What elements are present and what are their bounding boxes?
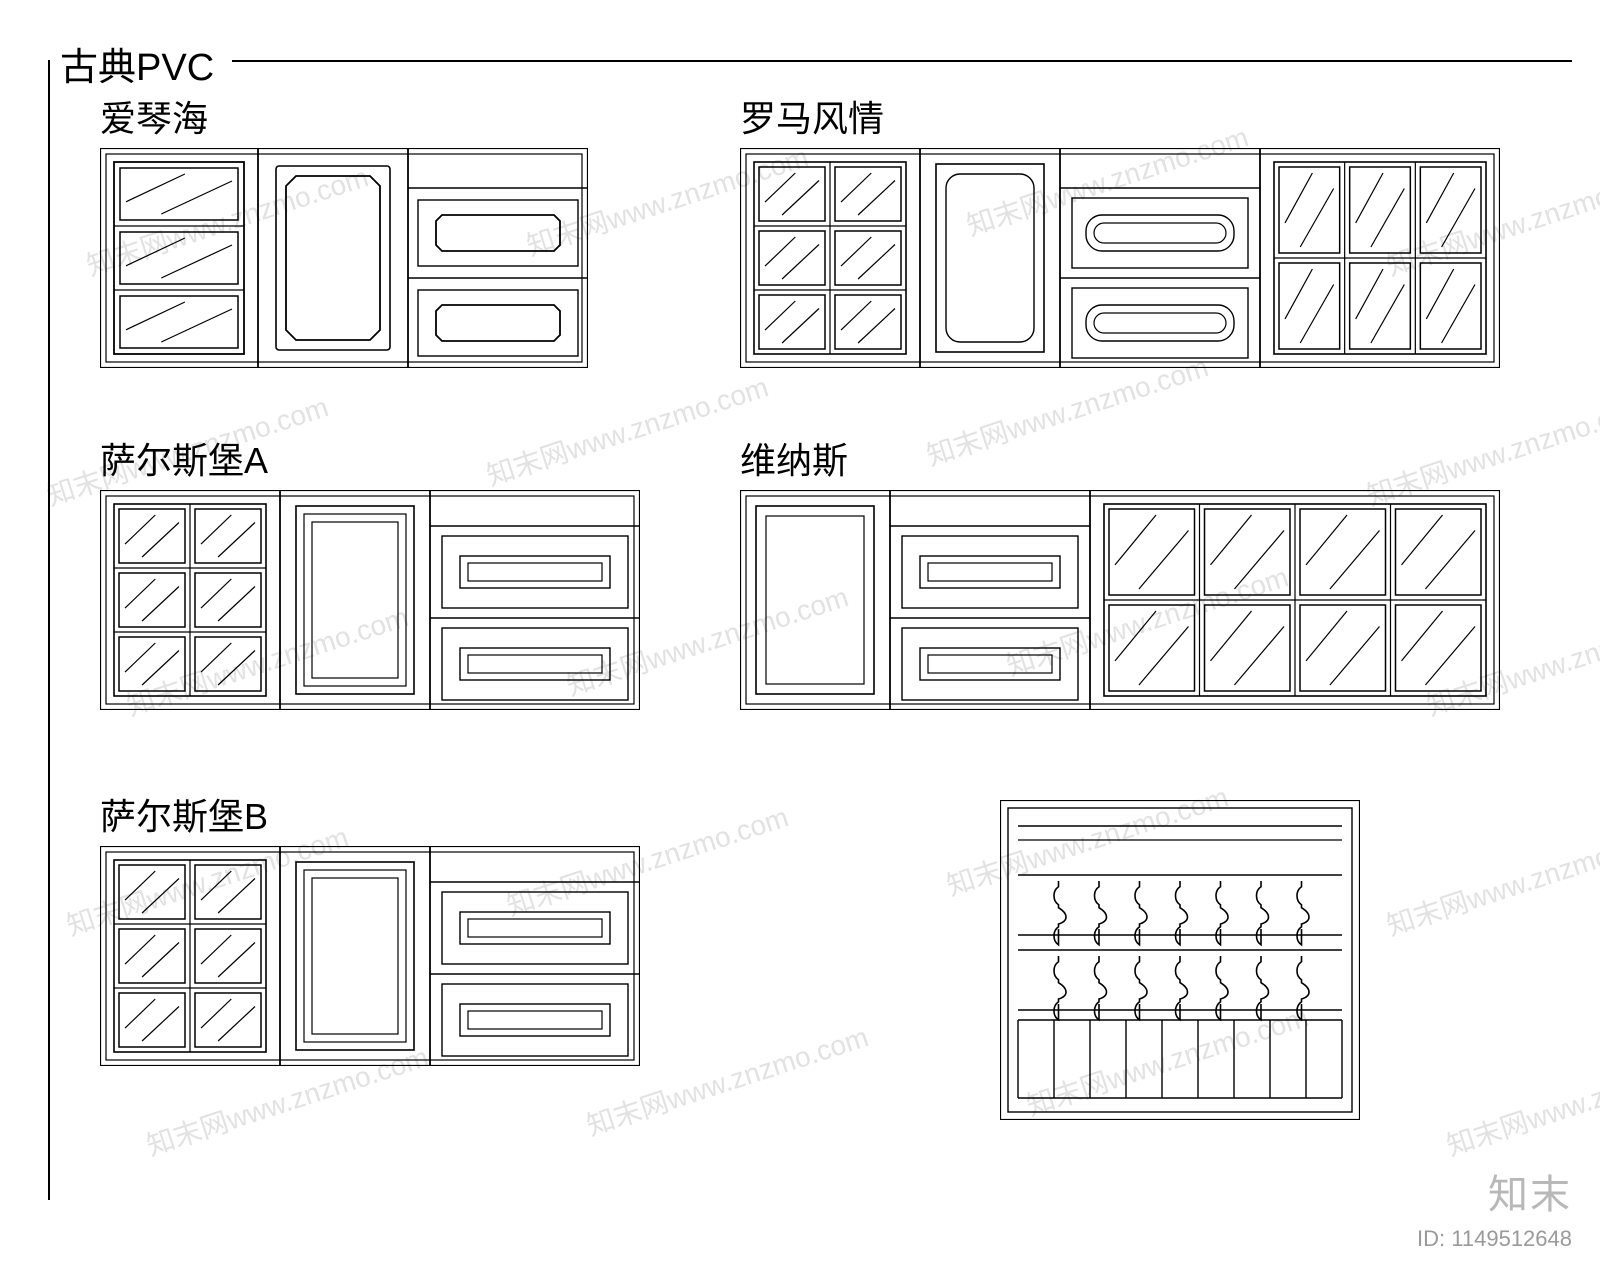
id-label: ID: 1149512648 (1417, 1226, 1572, 1252)
label-salzburgA: 萨尔斯堡A (100, 432, 268, 484)
section-rule (232, 60, 1572, 62)
page: 知末网www.znzmo.com 知末网www.znzmo.com 知末网www.z… (0, 0, 1600, 1280)
drawing-aegean (100, 148, 588, 368)
brand-watermark: 知末 (1488, 1162, 1572, 1220)
label-aegean: 爱琴海 (100, 90, 208, 142)
watermark-text: 知末网www.znzmo.com (1441, 1036, 1600, 1165)
label-venus: 维纳斯 (740, 432, 848, 484)
watermark-text: 知末网www.znzmo.com (481, 366, 773, 495)
section-title: 古典PVC (60, 36, 214, 91)
watermark-text: 知末网www.znzmo.com (1381, 816, 1600, 945)
drawing-salzburgA (100, 490, 640, 710)
label-salzburgB: 萨尔斯堡B (100, 788, 268, 840)
drawing-roman (740, 148, 1500, 368)
label-roman: 罗马风情 (740, 90, 884, 142)
drawing-venus (740, 490, 1500, 710)
drawing-wine-rack (1000, 800, 1360, 1120)
drawing-salzburgB (100, 846, 640, 1066)
section-left-rule (48, 60, 50, 1200)
